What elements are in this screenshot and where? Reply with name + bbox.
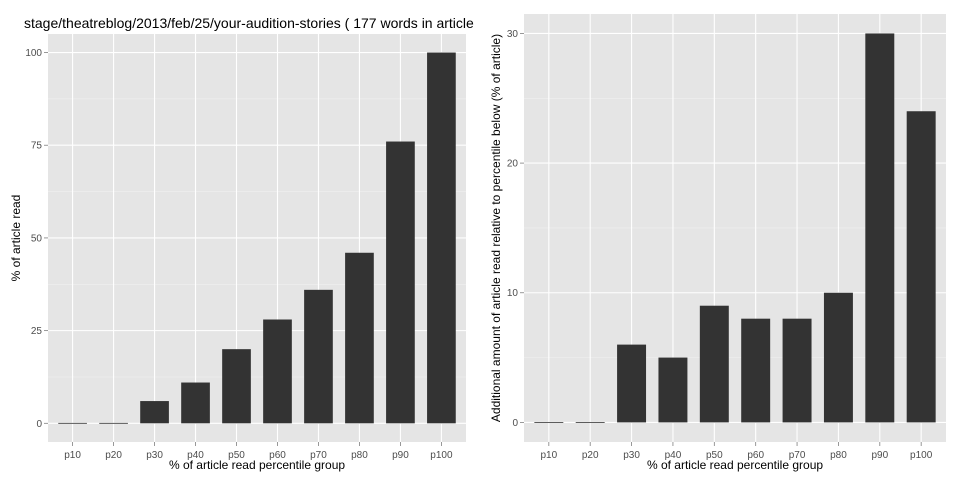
bar-p70 bbox=[304, 289, 333, 424]
bar-p50 bbox=[222, 349, 251, 424]
right-chart-panel: 0 10 20 30 p10 p20 p30 p40 p50 p60 p70 p80 p90 p100 % … bbox=[489, 14, 946, 472]
bar-p20 bbox=[99, 422, 128, 424]
x-tick-label: p70 bbox=[789, 450, 806, 461]
bar-p40 bbox=[658, 357, 688, 423]
bar-p100 bbox=[906, 111, 936, 423]
x-tick-label: p100 bbox=[910, 450, 933, 461]
bar-p100 bbox=[427, 52, 456, 424]
x-tick-label: p60 bbox=[269, 450, 286, 461]
bar-p80 bbox=[345, 252, 374, 424]
y-tick-label: 0 bbox=[512, 418, 518, 429]
y-tick-label: 10 bbox=[507, 288, 519, 299]
y-tick-label: 75 bbox=[31, 141, 43, 152]
x-tick-label: p50 bbox=[228, 450, 245, 461]
x-tick-label: p90 bbox=[871, 450, 888, 461]
bar-p10 bbox=[534, 421, 564, 423]
x-tick-label: p10 bbox=[540, 450, 557, 461]
bar-p40 bbox=[181, 382, 210, 424]
y-tick-label: 30 bbox=[507, 29, 519, 40]
bar-p60 bbox=[741, 318, 771, 423]
y-axis-title: Additional amount of article read relati… bbox=[489, 34, 503, 422]
bar-p90 bbox=[865, 33, 895, 423]
x-tick-label: p70 bbox=[310, 450, 327, 461]
bar-p30 bbox=[617, 344, 647, 423]
y-tick-label: 100 bbox=[25, 48, 42, 59]
y-tick-label: 20 bbox=[507, 159, 519, 170]
x-axis-title: % of article read percentile group bbox=[647, 458, 823, 472]
y-tick-label: 0 bbox=[36, 419, 42, 430]
x-axis-title: % of article read percentile group bbox=[169, 458, 345, 472]
x-tick-label: p90 bbox=[392, 450, 409, 461]
chart-title: stage/theatreblog/2013/feb/25/your-audit… bbox=[24, 15, 474, 31]
left-chart-panel: 0 25 50 75 100 p10 p20 p30 p40 p50 p60 p70 p80 p90 p10… bbox=[9, 34, 466, 472]
x-tick-label: p20 bbox=[105, 450, 122, 461]
bar-p10 bbox=[58, 422, 87, 424]
x-tick-label: p50 bbox=[706, 450, 723, 461]
x-tick-label: p30 bbox=[623, 450, 640, 461]
x-tick-label: p80 bbox=[351, 450, 368, 461]
x-tick-label: p80 bbox=[830, 450, 847, 461]
bar-p30 bbox=[140, 401, 169, 424]
bar-p60 bbox=[263, 319, 292, 424]
bar-p20 bbox=[575, 421, 605, 423]
x-tick-label: p40 bbox=[187, 450, 204, 461]
x-tick-label: p60 bbox=[747, 450, 764, 461]
bar-p90 bbox=[386, 141, 415, 424]
x-tick-label: p100 bbox=[430, 450, 453, 461]
bar-p70 bbox=[782, 318, 812, 423]
bar-p50 bbox=[699, 305, 729, 423]
x-tick-label: p10 bbox=[64, 450, 81, 461]
x-tick-label: p30 bbox=[146, 450, 163, 461]
x-tick-label: p40 bbox=[665, 450, 682, 461]
y-axis-title: % of article read bbox=[9, 195, 23, 282]
bar-p80 bbox=[823, 292, 853, 423]
y-tick-label: 25 bbox=[31, 326, 43, 337]
y-tick-label: 50 bbox=[31, 233, 43, 244]
x-tick-label: p20 bbox=[582, 450, 599, 461]
